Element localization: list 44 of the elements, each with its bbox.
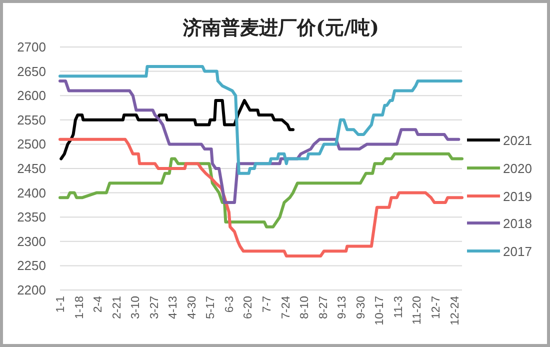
x-tick-label: 11-20 xyxy=(412,296,424,325)
x-tick-label: 3-27 xyxy=(148,296,161,320)
x-tick-label: 6-20 xyxy=(242,296,255,320)
y-tick-label: 2400 xyxy=(17,185,46,200)
x-tick-label: 9-13 xyxy=(336,296,349,320)
x-tick-label: 3-10 xyxy=(130,296,142,320)
line-series xyxy=(58,138,464,258)
x-tick-label: 12-7 xyxy=(430,296,442,320)
legend-label: 2021 xyxy=(503,133,532,148)
y-tick-label: 2600 xyxy=(17,88,46,104)
x-tick-label: 8-10 xyxy=(299,296,312,320)
legend-label: 2018 xyxy=(503,216,532,231)
x-tick-label: 5-17 xyxy=(205,296,218,320)
y-tick-label: 2250 xyxy=(17,258,46,274)
x-tick-label: 7-7 xyxy=(262,296,274,313)
line-series xyxy=(58,80,460,204)
x-tick-label: 4-13 xyxy=(168,296,180,320)
y-tick-label: 2450 xyxy=(17,161,46,176)
x-tick-label: 12-24 xyxy=(449,295,462,326)
legend-label: 2019 xyxy=(503,189,532,204)
x-tick-label: 2-21 xyxy=(111,296,124,320)
y-tick-label: 2300 xyxy=(17,234,46,249)
y-tick-label: 2700 xyxy=(17,40,46,54)
x-tick-label: 1-1 xyxy=(55,296,67,313)
line-series xyxy=(58,152,464,228)
y-tick-label: 2350 xyxy=(17,210,46,225)
y-tick-label: 2550 xyxy=(17,112,46,128)
chart-title: 济南普麦进厂价(元/吨) xyxy=(182,17,379,39)
x-tick-label: 1-18 xyxy=(74,296,86,320)
x-tick-label: 2-4 xyxy=(92,295,105,313)
y-tick-label: 2500 xyxy=(17,136,46,152)
x-tick-label: 11-3 xyxy=(392,296,405,318)
x-tick-label: 7-24 xyxy=(280,295,292,320)
x-tick-label: 8-27 xyxy=(318,296,330,320)
line-series xyxy=(60,98,295,160)
x-tick-label: 10-17 xyxy=(374,296,386,326)
x-tick-label: 4-30 xyxy=(186,296,198,320)
line-series xyxy=(58,64,462,175)
x-tick-label: 6-3 xyxy=(224,296,236,313)
y-tick-label: 2200 xyxy=(17,282,46,298)
y-tick-label: 2650 xyxy=(17,64,46,79)
legend-label: 2017 xyxy=(503,244,532,259)
legend-label: 2020 xyxy=(503,161,532,176)
x-tick-label: 9-30 xyxy=(355,296,368,320)
